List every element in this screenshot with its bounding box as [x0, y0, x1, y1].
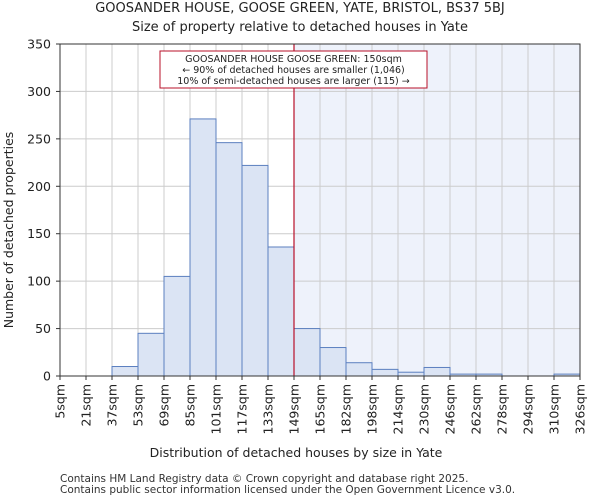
bar-133sqm	[267, 246, 295, 377]
bars	[111, 118, 581, 377]
y-tick-label: 250	[27, 131, 51, 146]
x-tick-label: 278sqm	[495, 384, 510, 434]
bar-85sqm	[189, 118, 217, 377]
annotation-border	[159, 50, 428, 89]
x-tick-label: 262sqm	[469, 384, 484, 434]
bar-230sqm	[423, 366, 451, 377]
x-tick-label: 101sqm	[209, 384, 224, 434]
x-tick-label: 85sqm	[183, 384, 198, 427]
chart-title: GOOSANDER HOUSE, GOOSE GREEN, YATE, BRIS…	[95, 1, 505, 16]
x-tick-label: 37sqm	[105, 384, 120, 427]
y-tick-label: 50	[35, 321, 51, 336]
bar-165sqm	[319, 347, 347, 377]
footer-line-2: Contains public sector information licen…	[60, 484, 516, 496]
y-tick-label: 0	[43, 369, 51, 384]
x-tick-label: 294sqm	[521, 384, 536, 434]
x-tick-label: 198sqm	[365, 384, 380, 434]
x-tick-label: 182sqm	[339, 384, 354, 434]
annotation-line-2: ← 90% of detached houses are smaller (1,…	[182, 65, 405, 76]
x-axis-ticks: 5sqm 21sqm 37sqm 53sqm 69sqm 85sqm 101sqm 117sq…	[53, 376, 588, 434]
annotation-line-1: GOOSANDER HOUSE GOOSE GREEN: 150sqm	[185, 54, 402, 65]
y-axis-ticks: 0 50 100 150 200 250 300 350	[27, 37, 60, 384]
x-tick-label: 165sqm	[313, 384, 328, 434]
y-axis-label: Number of detached properties	[1, 132, 16, 329]
x-tick-label: 230sqm	[417, 384, 432, 434]
annotation-line-3: 10% of semi-detached houses are larger (…	[177, 76, 410, 87]
bar-117sqm	[241, 164, 269, 377]
bar-37sqm	[111, 366, 139, 377]
x-tick-label: 326sqm	[573, 384, 588, 434]
x-tick-label: 149sqm	[287, 384, 302, 434]
bar-214sqm	[397, 371, 425, 377]
footer-line-1: Contains HM Land Registry data © Crown c…	[60, 473, 469, 485]
x-tick-label: 69sqm	[157, 384, 172, 427]
x-tick-label: 214sqm	[391, 384, 406, 434]
y-tick-label: 350	[27, 37, 51, 52]
x-tick-label: 117sqm	[235, 384, 250, 434]
x-tick-label: 53sqm	[131, 384, 146, 427]
x-tick-label: 246sqm	[443, 384, 458, 434]
y-tick-label: 200	[27, 179, 51, 194]
bar-149sqm	[293, 328, 321, 377]
bar-53sqm	[137, 332, 165, 377]
larger-region-highlight	[294, 44, 580, 376]
x-axis-label: Distribution of detached houses by size …	[150, 445, 443, 460]
y-tick-label: 150	[27, 226, 51, 241]
bar-198sqm	[371, 368, 399, 377]
bar-69sqm	[163, 275, 191, 377]
annotation-box: GOOSANDER HOUSE GOOSE GREEN: 150sqm ← 90…	[159, 50, 428, 89]
x-tick-label: 21sqm	[79, 384, 94, 427]
bar-182sqm	[345, 362, 373, 377]
x-tick-label: 5sqm	[53, 384, 68, 419]
x-tick-label: 133sqm	[261, 384, 276, 434]
y-tick-label: 300	[27, 84, 51, 99]
chart-subtitle: Size of property relative to detached ho…	[131, 20, 468, 35]
bar-101sqm	[215, 142, 243, 377]
y-tick-label: 100	[27, 274, 51, 289]
x-tick-label: 310sqm	[547, 384, 562, 434]
gridlines	[59, 43, 581, 377]
